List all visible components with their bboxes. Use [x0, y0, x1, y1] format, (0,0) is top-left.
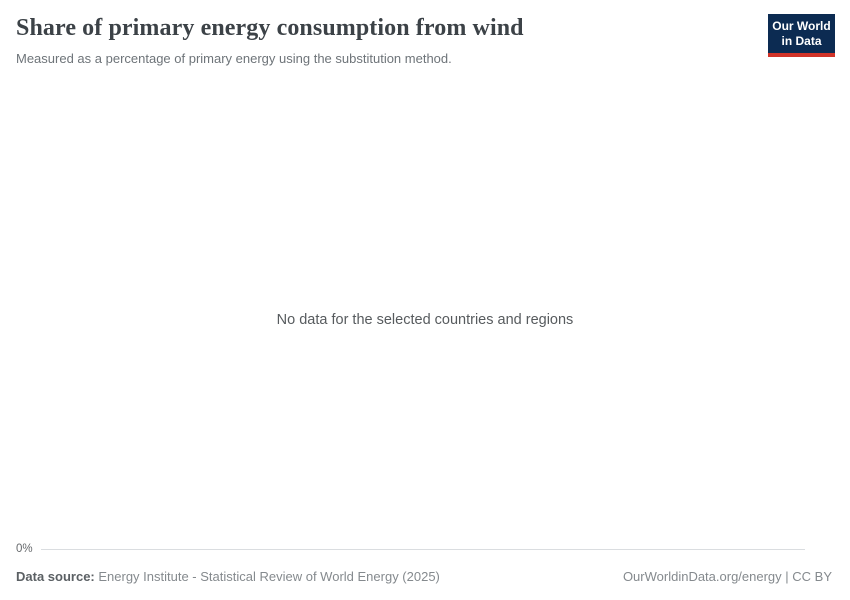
chart-header: Share of primary energy consumption from… [16, 15, 750, 67]
owid-logo-text-line1: Our World [772, 19, 831, 33]
attribution-link[interactable]: OurWorldinData.org/energy | CC BY [622, 569, 832, 584]
axis-baseline-line [40, 548, 805, 550]
data-source-value[interactable]: Energy Institute - Statistical Review of… [94, 569, 440, 584]
data-source: Data source: Energy Institute - Statisti… [16, 569, 440, 584]
no-data-message: No data for the selected countries and r… [276, 312, 574, 328]
chart-subtitle: Measured as a percentage of primary ener… [16, 50, 452, 66]
data-source-label: Data source: [16, 569, 95, 584]
x-axis-baseline: 0% [16, 542, 805, 556]
chart-footer: Data source: Energy Institute - Statisti… [16, 569, 832, 584]
chart-title: Share of primary energy consumption from… [16, 15, 524, 41]
y-axis-tick-label-zero: 0% [16, 543, 33, 555]
plot-area: No data for the selected countries and r… [0, 90, 850, 543]
owid-logo[interactable]: Our World in Data [768, 14, 835, 57]
owid-logo-text-line2: in Data [781, 34, 822, 48]
